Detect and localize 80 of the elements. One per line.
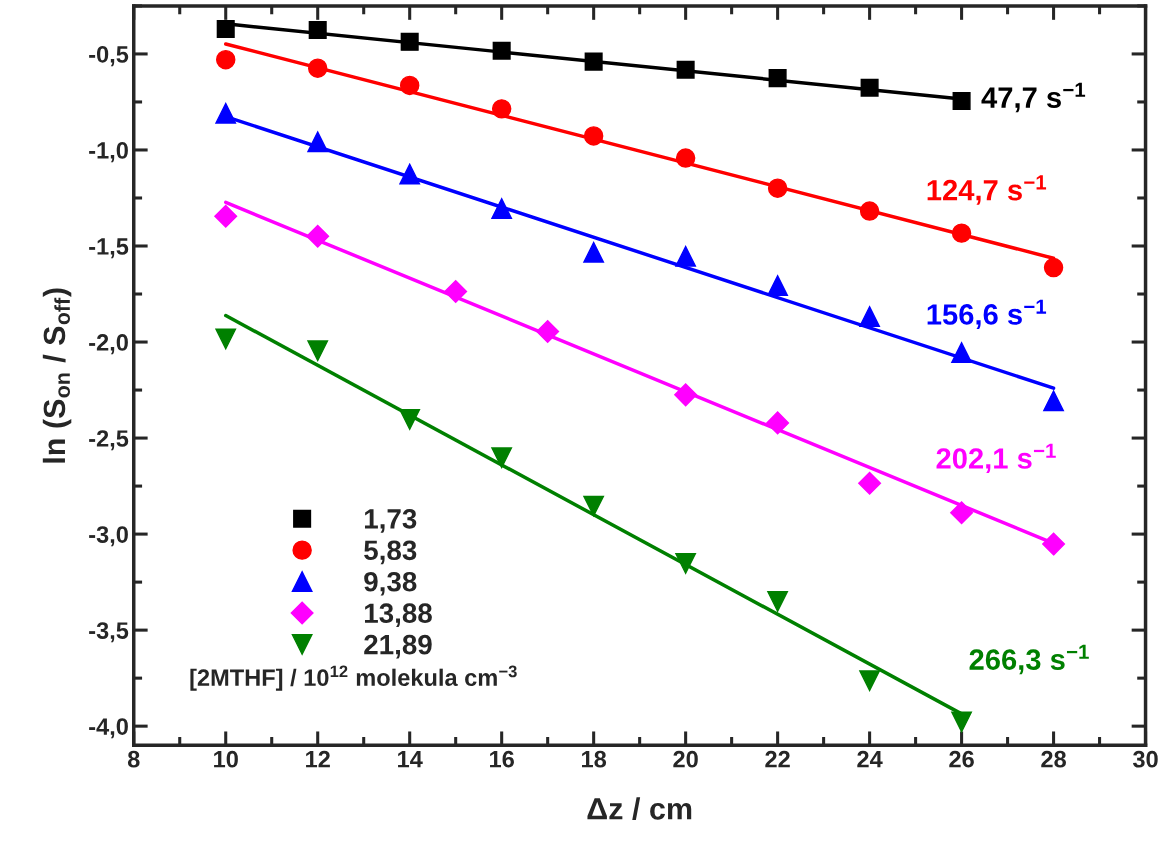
y-tick-label: -3,0 [89,526,128,547]
point [1043,390,1064,412]
point [492,41,511,60]
annotation: 47,7 s$^{−1}$ [981,82,1086,113]
point [307,58,328,78]
point [583,495,605,517]
point [767,591,789,612]
x-axis-title: Δz / cm [587,797,692,820]
annotation: 202,1 s$^{−1}$ [936,443,1056,474]
point [444,280,468,304]
x-tick-label: 28 [1041,750,1066,768]
point [491,99,512,119]
point [399,163,421,185]
point [950,501,974,525]
x-tick-label: 16 [490,750,514,768]
x-tick-label: 20 [673,750,698,768]
point [951,342,973,364]
point [216,19,235,39]
point [675,148,696,168]
x-tick-label: 8 [127,750,140,768]
x-tick-label: 14 [398,751,423,768]
point [307,131,329,153]
point [767,178,788,198]
point [860,78,879,97]
legend-label: 9,38 [364,571,417,596]
point [951,711,973,733]
x-tick-label: 12 [306,750,330,768]
y-tick-label: -1,5 [89,238,129,259]
annotation: 124,7 s$^{−1}$ [927,175,1047,205]
point [215,328,237,350]
legend-label: 1,73 [364,509,417,533]
point [583,241,605,263]
point [400,32,419,51]
point [491,198,513,219]
y-tick-label: -3,5 [89,622,129,643]
point [1043,257,1064,278]
legend-title: [2MTHF] / 10$^{12}$ molekula cm$^{−3}$ [190,665,517,691]
x-tick-label: 24 [857,750,883,768]
point [215,102,237,124]
point [308,20,327,39]
point [859,670,881,692]
point [675,553,697,574]
point [214,204,238,228]
x-tick-label: 10 [214,750,238,768]
x-tick-label: 26 [949,750,974,768]
y-tick-label: -2,5 [89,430,129,451]
x-tick-label: 22 [765,750,790,768]
point [767,275,789,296]
point [675,245,697,267]
point [307,340,329,362]
point [859,306,881,327]
point [766,411,790,435]
point [951,223,972,243]
y-tick-label: -4,0 [89,718,128,739]
point [676,60,695,79]
annotation: 266,3 s$^{−1}$ [969,644,1089,675]
point [306,224,330,248]
point [584,52,603,71]
x-tick-label: 30 [1132,750,1158,768]
x-tick-label: 18 [582,750,607,768]
point [768,69,787,88]
annotation: 156,6 s$^{−1}$ [927,299,1047,329]
legend-label: 21,89 [364,634,432,659]
point [399,75,420,96]
legend-label: 13,88 [364,603,432,628]
legend-label: 5,83 [364,540,417,565]
point [216,49,236,70]
y-axis-title: ln (S$_{on}$ / S$_{off}$) [42,288,72,463]
y-tick-label: -1,0 [89,142,128,163]
point [1042,532,1066,556]
point [858,471,882,495]
point [399,409,421,430]
y-tick-label: -0,5 [89,46,129,67]
y-tick-label: -2,0 [89,334,128,355]
point [491,447,513,469]
point [583,126,604,146]
point [859,201,880,221]
point [536,319,560,343]
point [952,91,971,111]
point [674,383,698,407]
